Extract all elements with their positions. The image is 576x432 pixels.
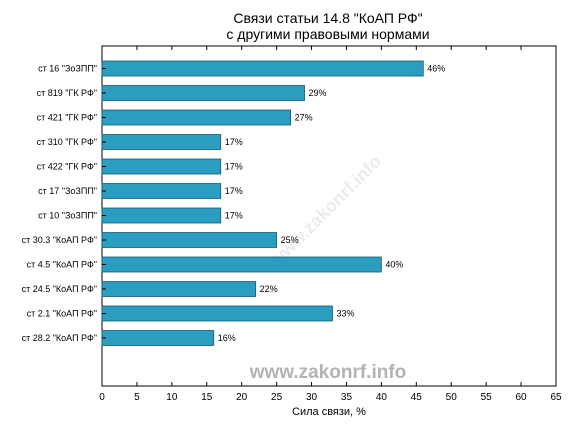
bar	[101, 281, 257, 297]
bar	[101, 85, 305, 101]
x-axis-ticks: 0 5 10 15 20 25 30 35 40 45 50 55 60 65	[99, 46, 562, 403]
x-tick-label: 60	[516, 392, 528, 403]
chart-title-line-1: Связи статьи 14.8 "КоАП РФ"	[233, 10, 422, 26]
data-label: 29%	[309, 88, 327, 98]
data-label: 33%	[336, 309, 354, 319]
category-label: ст 17 "ЗоЗПП"	[38, 186, 97, 196]
bar	[101, 109, 291, 126]
x-tick-label: 15	[201, 392, 213, 403]
data-label: 16%	[218, 333, 236, 343]
bar	[101, 158, 222, 175]
x-tick-label: 40	[376, 392, 388, 403]
category-label: ст 819 "ГК РФ"	[37, 88, 97, 98]
category-label: ст 2.1 "КоАП РФ"	[27, 309, 97, 319]
data-label: 17%	[225, 211, 243, 221]
x-axis-label: Сила связи, %	[292, 406, 366, 418]
x-tick-label: 65	[550, 392, 562, 403]
bar	[101, 60, 424, 77]
x-tick-label: 35	[341, 392, 353, 403]
data-label: 27%	[295, 113, 313, 123]
bar	[101, 330, 215, 346]
x-tick-label: 20	[236, 392, 248, 403]
bar	[101, 134, 222, 150]
x-tick-label: 55	[481, 392, 493, 403]
x-tick-label: 10	[166, 392, 178, 403]
bar	[101, 305, 333, 322]
chart-title-line-2: с другими правовыми нормами	[226, 26, 429, 42]
category-label: ст 310 "ГК РФ"	[37, 137, 97, 147]
x-tick-label: 50	[446, 392, 458, 403]
category-label: ст 16 "ЗоЗПП"	[38, 64, 97, 74]
category-label: ст 10 "ЗоЗПП"	[38, 211, 97, 221]
data-label: 17%	[225, 186, 243, 196]
bar	[101, 256, 382, 273]
diagonal-watermark: www.zakonrf.info	[266, 151, 386, 271]
category-label: ст 28.2 "КоАП РФ"	[22, 333, 97, 343]
category-label: ст 4.5 "КоАП РФ"	[27, 260, 97, 270]
bars-group: ст 16 "ЗоЗПП" 46% ст 819 "ГК РФ" 29% ст 421 …	[22, 60, 445, 346]
bar	[101, 183, 222, 199]
x-tick-label: 30	[306, 392, 318, 403]
bar	[101, 207, 222, 224]
x-tick-label: 5	[134, 392, 140, 403]
bar	[101, 232, 278, 248]
watermark-text: www.zakonrf.info	[249, 362, 407, 383]
data-label: 46%	[427, 64, 445, 74]
x-tick-label: 25	[271, 392, 283, 403]
x-tick-label: 45	[411, 392, 423, 403]
x-tick-label: 0	[99, 392, 105, 403]
data-label: 25%	[281, 235, 299, 245]
data-label: 17%	[225, 137, 243, 147]
data-label: 22%	[260, 284, 278, 294]
data-label: 40%	[385, 260, 403, 270]
category-label: ст 421 "ГК РФ"	[37, 113, 97, 123]
category-label: ст 30.3 "КоАП РФ"	[22, 235, 97, 245]
category-label: ст 24.5 "КоАП РФ"	[22, 284, 97, 294]
category-label: ст 422 "ГК РФ"	[37, 162, 97, 172]
data-label: 17%	[225, 162, 243, 172]
